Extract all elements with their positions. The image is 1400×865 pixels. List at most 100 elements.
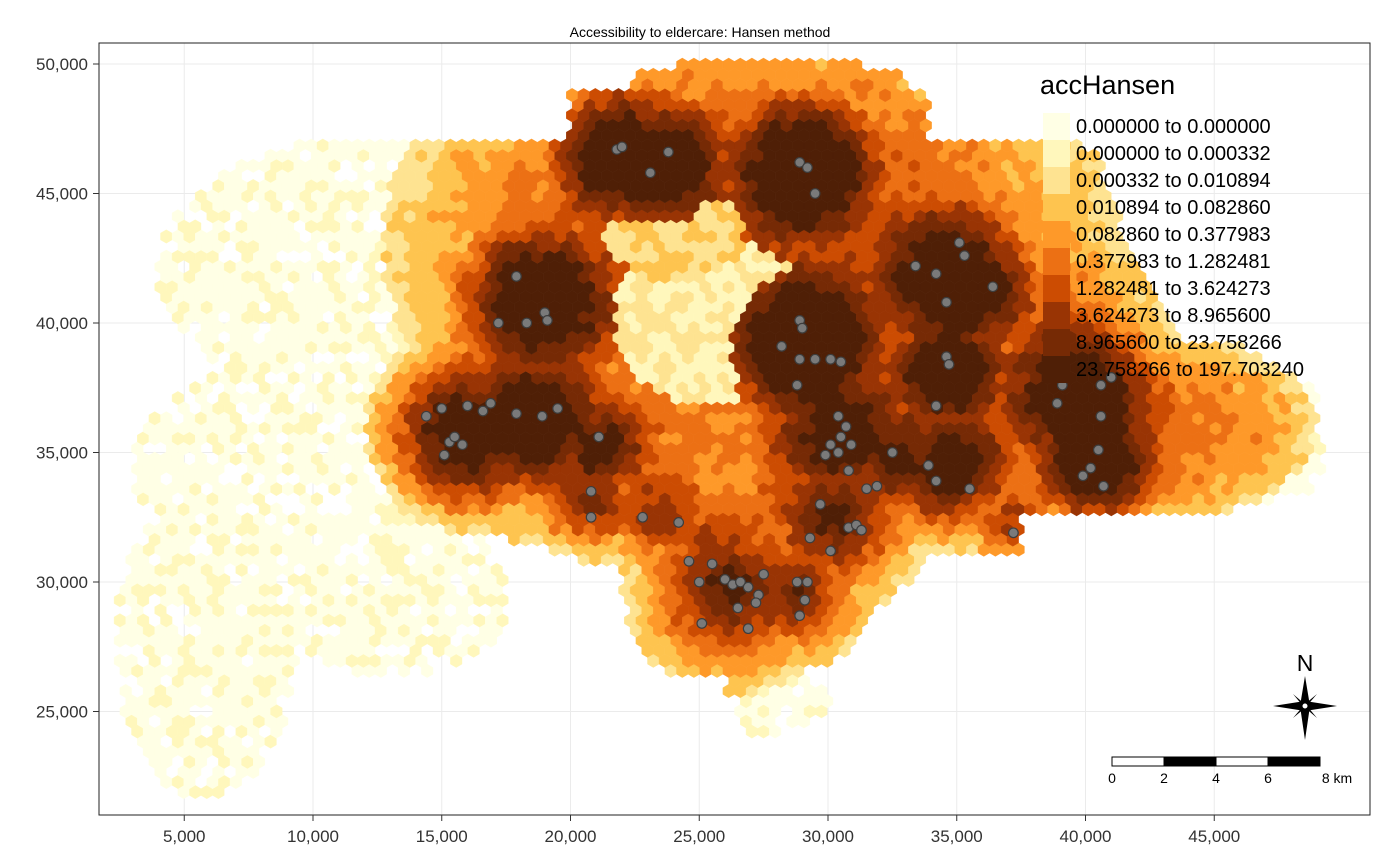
legend-swatch [1043,248,1070,275]
legend-swatch [1043,356,1070,383]
hex-cell [815,684,828,699]
facility-point [953,237,965,249]
legend-label: 23.758266 to 197.703240 [1076,359,1304,381]
north-label: N [1297,650,1314,676]
y-tick-label: 30,000 [36,573,88,592]
facility-point [796,322,808,334]
hex-cell [119,684,132,699]
facility-point [776,340,788,352]
facility-point [809,353,821,365]
facility-point [585,511,597,523]
facility-point [871,480,883,492]
facility-point [832,447,844,458]
facility-point [835,356,847,368]
facility-point [930,400,942,412]
legend-label: 0.377983 to 1.282481 [1076,251,1271,273]
x-tick-label: 15,000 [416,827,468,846]
scale-label: 4 [1212,770,1220,786]
facility-point [438,449,450,461]
facility-point [930,268,942,280]
facility-point [732,602,744,614]
facility-point [1008,527,1019,539]
facility-point [791,379,803,391]
facility-point [462,400,473,412]
facility-point [1098,480,1109,492]
map-title: Accessibility to eldercare: Hansen metho… [569,24,831,40]
facility-point [456,439,468,451]
x-tick-label: 5,000 [163,827,206,846]
legend-label: 0.000332 to 0.010894 [1076,170,1271,192]
facility-point [941,296,952,308]
facility-point [791,576,803,588]
scale-segment [1267,756,1321,767]
facility-point [825,439,836,451]
facility-point [1095,379,1107,391]
facility-point [1092,444,1104,456]
facility-point [1095,410,1107,422]
hex-cell [282,482,294,497]
legend-swatch [1043,194,1070,221]
x-tick-label: 30,000 [802,827,854,846]
facility-point [943,359,955,370]
legend-swatch [1043,113,1070,140]
facility-point [541,315,553,326]
facility-point [1077,470,1089,482]
scale-label: 0 [1108,770,1116,786]
facility-point [809,188,821,199]
facility-point [552,403,564,414]
hex-cell [160,229,173,244]
facility-point [820,449,831,461]
facility-point [825,545,836,557]
x-tick-label: 20,000 [545,827,597,846]
facility-point [987,281,999,293]
hex-cell [247,158,260,173]
legend-swatch [1043,329,1070,356]
facility-point [802,162,813,174]
facility-point [835,431,847,443]
facility-point [616,141,628,153]
x-tick-label: 40,000 [1060,827,1112,846]
facility-point [449,431,461,443]
legend-label: 0.082860 to 0.377983 [1076,224,1271,246]
facility-point [742,623,754,635]
facility-point [536,410,548,422]
facility-point [477,405,489,417]
facility-point [593,431,605,443]
x-axis: 5,000 10,000 15,000 20,000 25,000 30,000 35,00… [163,815,1240,846]
y-tick-label: 45,000 [36,185,88,204]
hex-cell [125,653,138,668]
x-tick-label: 35,000 [931,827,983,846]
facility-point [856,524,867,536]
facility-point [742,581,754,593]
facility-point [832,410,844,422]
x-tick-label: 25,000 [673,827,725,846]
facility-point [923,460,934,471]
facility-point [683,555,695,567]
facility-point [511,270,522,282]
facility-point [959,250,970,262]
legend-swatch [1043,275,1070,302]
legend-label: 0.000000 to 0.000000 [1076,116,1271,138]
scale-label: 6 [1264,770,1272,786]
facility-point [1051,397,1063,409]
facility-point [825,353,836,365]
facility-point [420,410,432,422]
scale-segment [1163,756,1217,767]
hex-cell [490,562,503,577]
legend-label: 0.010894 to 0.082860 [1076,197,1271,219]
facility-point [696,618,708,629]
scale-segment [1215,756,1269,767]
facility-point [493,317,504,329]
facility-point [637,511,648,523]
hexbin-layer [113,57,1327,800]
x-tick-label: 45,000 [1188,827,1240,846]
facility-point [693,576,705,588]
facility-point [964,483,976,495]
facility-point [706,558,718,570]
compass-center [1301,702,1309,710]
legend-label: 1.282481 to 3.624273 [1076,278,1271,300]
